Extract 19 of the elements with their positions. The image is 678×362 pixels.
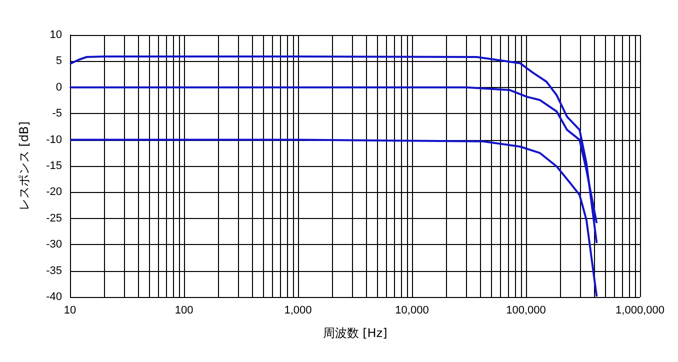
y-tick-label: -25	[46, 212, 62, 224]
y-tick-label: 5	[56, 55, 62, 68]
y-tick-label: -20	[46, 186, 62, 198]
x-tick-label: 100,000	[506, 304, 546, 316]
x-tick-label: 1,000,000	[616, 304, 664, 316]
y-tick-label: -5	[52, 108, 62, 120]
x-tick-label: 10,000	[395, 304, 429, 316]
y-tick-label: -10	[46, 134, 62, 146]
y-tick-label: -30	[46, 238, 62, 251]
x-axis-title: 周波数 [Hz]	[322, 326, 388, 340]
y-tick-label: 0	[56, 81, 62, 94]
x-tick-label: 1,000	[284, 304, 312, 316]
y-tick-label: 10	[50, 29, 62, 41]
x-tick-label: 100	[174, 304, 194, 316]
y-tick-label: -35	[46, 264, 62, 277]
y-tick-label: -15	[46, 160, 62, 172]
x-tick-label: 10	[64, 304, 76, 316]
y-axis-title: レスポンス [dB]	[17, 121, 31, 211]
y-tick-label: -40	[46, 291, 62, 303]
